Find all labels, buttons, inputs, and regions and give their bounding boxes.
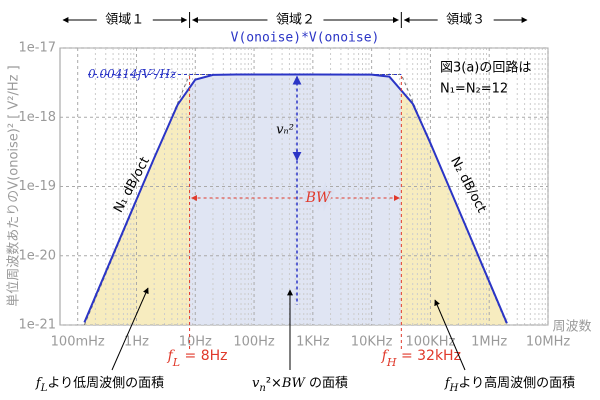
label-part: f [444, 376, 452, 391]
label-part: f [35, 376, 43, 391]
x-tick-label: 100Hz [233, 335, 275, 350]
bw-label: BW [305, 190, 332, 206]
caption: fHより高周波側の面積 [444, 375, 575, 395]
label-part: ²× [266, 376, 282, 391]
x-tick-label: 10MHz [526, 335, 571, 350]
note: 図3(a)の回路は [440, 60, 531, 76]
label-part: L [40, 383, 48, 394]
label-part: H [386, 356, 397, 369]
chart-title: V(onoise)*V(onoise) [231, 31, 380, 46]
caption: vn²×BW の面積 [252, 376, 348, 395]
x-tick-label: 10KHz [351, 335, 393, 350]
area [84, 87, 190, 325]
fh-label: fH = 32kHz [381, 348, 461, 369]
pointer [434, 299, 466, 371]
x-tick-label: 1MHz [471, 335, 507, 350]
y-tick-label: 1e-21 [18, 318, 56, 333]
label-part: = 32kHz [397, 348, 461, 364]
label-part: より高周波側の面積 [458, 375, 575, 391]
x-tick-label: 10Hz [179, 335, 212, 350]
y-tick-label: 1e-19 [18, 179, 56, 194]
y-tick-label: 1e-20 [18, 248, 56, 263]
region-label: 領域２ [276, 12, 315, 28]
label-part: f [381, 348, 390, 364]
fl-label: fL = 8Hz [167, 348, 228, 369]
y-tick-label: 1e-17 [18, 41, 56, 56]
label-part: v [252, 376, 260, 391]
label-part: f [167, 348, 176, 364]
line [83, 73, 508, 324]
x-tick-label: 100mHz [51, 335, 105, 350]
x-tick-label: 100KHz [405, 335, 455, 350]
region-label: 領域３ [446, 12, 485, 28]
label-part: の面積 [305, 376, 348, 391]
note: N₁=N₂=12 [440, 82, 508, 97]
x-tick-label: 1KHz [296, 335, 330, 350]
vn-label: vₙ² [276, 123, 294, 138]
plateau-label: 0.00414fV²/Hz [88, 67, 177, 81]
x-tick-label: 1Hz [124, 335, 149, 350]
label-part: = 8Hz [180, 348, 227, 364]
label-part: L [172, 356, 180, 369]
label-part: BW [281, 376, 307, 391]
label-part: n [259, 383, 265, 394]
caption: fLより低周波側の面積 [35, 376, 164, 395]
x-axis-label: 周波数 [552, 320, 591, 335]
y-axis-label: 単位周波数あたりのV(onoise)² [ V²/Hz ] [6, 65, 22, 306]
pointer [111, 287, 149, 371]
y-tick-label: 1e-18 [18, 110, 56, 125]
label-part: より低周波側の面積 [47, 376, 164, 391]
region-label: 領域１ [105, 12, 144, 28]
label-part: H [449, 383, 459, 394]
